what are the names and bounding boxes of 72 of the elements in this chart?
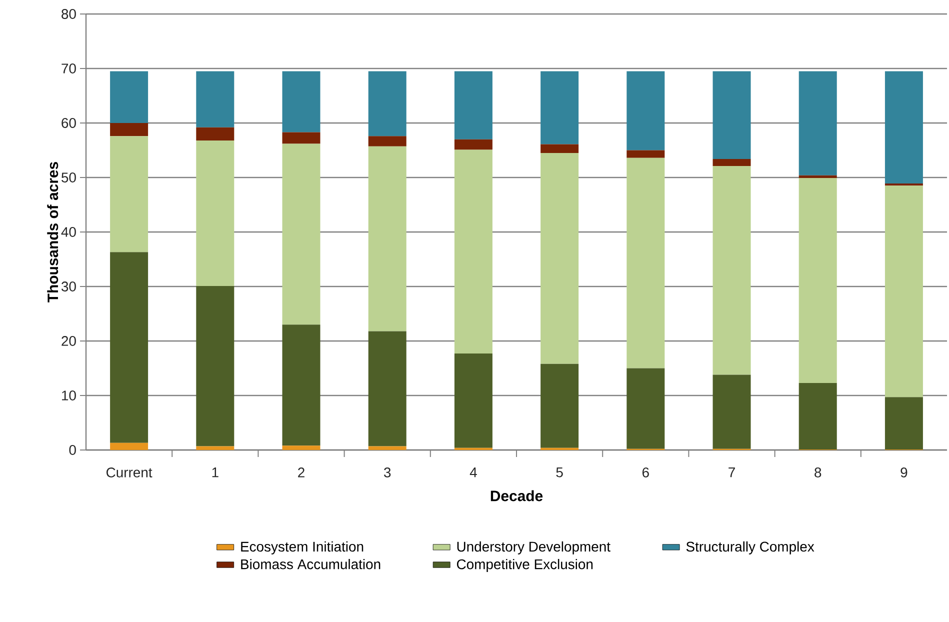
bar — [196, 286, 234, 446]
bar — [196, 446, 234, 450]
y-tick-label: 80 — [62, 9, 76, 19]
bar — [454, 448, 492, 450]
bar — [196, 71, 234, 128]
bar — [712, 71, 751, 159]
bar — [282, 446, 320, 450]
bar — [454, 150, 492, 354]
bar — [282, 144, 320, 325]
bar — [712, 158, 751, 166]
bar — [540, 152, 579, 364]
bar — [712, 374, 751, 449]
bar — [540, 144, 579, 153]
bar — [540, 364, 579, 448]
bar — [368, 136, 406, 146]
bar — [712, 166, 751, 375]
bar — [282, 132, 320, 144]
y-tick-label: 20 — [62, 336, 76, 346]
y-tick-label: 10 — [62, 390, 76, 400]
bar — [540, 71, 579, 144]
bar — [368, 446, 406, 450]
bar — [454, 139, 492, 150]
bar — [798, 382, 837, 450]
bar — [282, 71, 320, 132]
x-tick-label: Current — [106, 468, 152, 478]
legend-label: Biomass Accumulation — [241, 558, 380, 570]
y-tick-label: 30 — [61, 282, 76, 292]
x-tick-label: 3 — [384, 468, 391, 478]
bar — [282, 324, 320, 446]
bar — [798, 175, 837, 178]
bar — [110, 71, 148, 123]
bar — [626, 368, 665, 449]
bar — [110, 123, 148, 136]
bar — [884, 183, 923, 186]
bar — [626, 150, 665, 158]
x-tick-label: 5 — [556, 468, 563, 478]
y-tick-label: 0 — [69, 445, 76, 455]
y-axis-title: Thousands of acres — [47, 162, 58, 302]
bar — [540, 448, 579, 450]
legend-label: Understory Development — [457, 541, 610, 554]
bar — [626, 158, 665, 368]
bar — [196, 140, 234, 286]
bar — [110, 442, 148, 450]
x-tick-label: 4 — [470, 468, 477, 478]
x-tick-label: 6 — [642, 468, 649, 478]
legend-label: Ecosystem Initiation — [241, 541, 364, 554]
y-tick-label: 60 — [62, 118, 76, 128]
bar — [110, 252, 148, 443]
bar — [798, 178, 837, 383]
bar — [368, 71, 406, 136]
bar — [368, 331, 406, 446]
x-tick-label: 7 — [728, 468, 735, 478]
y-tick-label: 50 — [62, 172, 76, 182]
x-tick-label: 2 — [298, 468, 304, 478]
x-tick-label: 8 — [814, 468, 822, 478]
bar — [454, 354, 492, 448]
bar — [454, 71, 492, 140]
bar — [884, 397, 923, 450]
y-tick-label: 70 — [62, 64, 76, 74]
legend-label: Competitive Exclusion — [456, 558, 593, 572]
x-tick-label: 9 — [900, 468, 908, 478]
bar — [884, 186, 923, 398]
bar — [110, 136, 148, 252]
bar — [196, 127, 234, 140]
bar — [368, 146, 406, 332]
bar — [626, 71, 665, 150]
x-axis-title: Decade — [490, 490, 543, 502]
y-tick-label: 40 — [61, 227, 76, 237]
x-tick-label: 1 — [212, 468, 218, 478]
legend-label: Structurally Complex — [686, 541, 814, 554]
bar — [884, 71, 923, 184]
bar — [798, 71, 837, 176]
